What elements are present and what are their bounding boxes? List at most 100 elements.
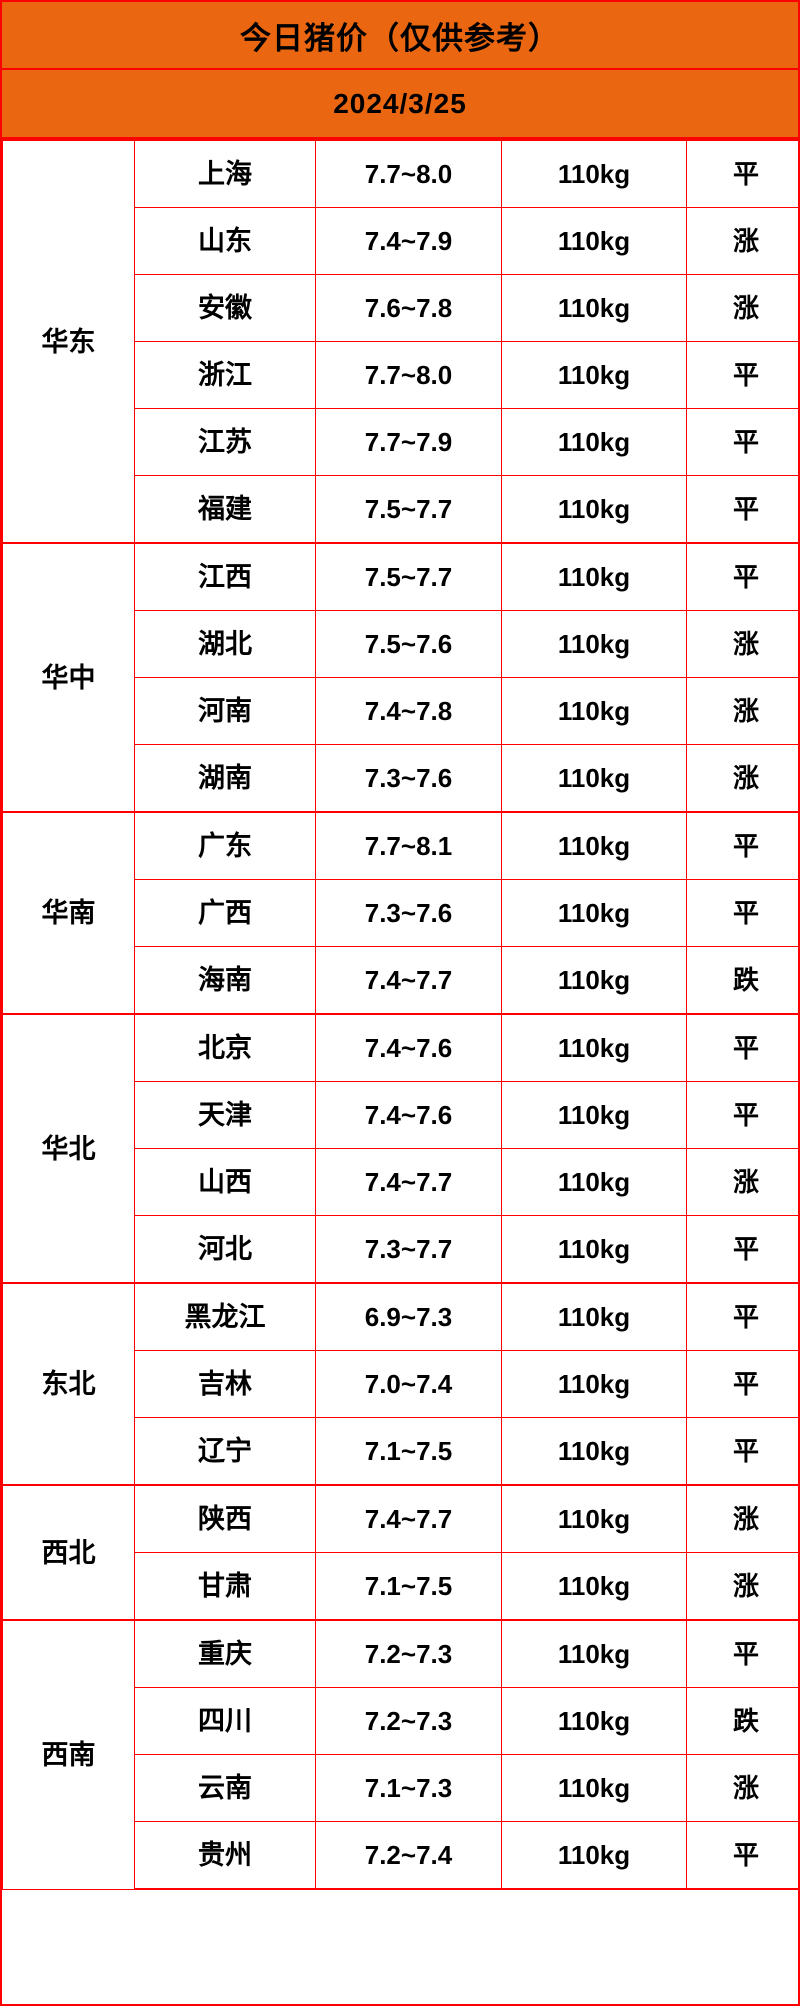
- price-cell: 7.4~7.6: [315, 1013, 502, 1082]
- region-cell: 西南: [2, 1619, 135, 1890]
- province-cell: 安徽: [134, 274, 316, 342]
- table-row: 安徽 7.6~7.8 110kg 涨: [3, 274, 798, 342]
- price-cell: 7.5~7.7: [315, 542, 502, 611]
- weight-cell: 110kg: [501, 542, 687, 611]
- trend-cell: 平: [686, 1282, 798, 1351]
- page-title: 今日猪价（仅供参考）: [2, 2, 798, 70]
- price-cell: 7.3~7.6: [315, 744, 502, 813]
- trend-cell: 涨: [686, 274, 798, 342]
- weight-cell: 110kg: [501, 1148, 687, 1216]
- weight-cell: 110kg: [501, 1552, 687, 1621]
- trend-cell: 平: [686, 879, 798, 947]
- province-cell: 广东: [134, 811, 316, 880]
- province-cell: 江西: [134, 542, 316, 611]
- trend-cell: 平: [686, 139, 798, 208]
- trend-cell: 平: [686, 1350, 798, 1418]
- price-cell: 7.2~7.3: [315, 1687, 502, 1755]
- price-table-body: 华东 上海 7.7~8.0 110kg 平山东 7.4~7.9 110kg 涨安徽 7.6~7.…: [2, 139, 798, 1890]
- table-row: 辽宁 7.1~7.5 110kg 平: [3, 1417, 798, 1486]
- table-row: 云南 7.1~7.3 110kg 涨: [3, 1754, 798, 1822]
- province-cell: 山西: [134, 1148, 316, 1216]
- trend-cell: 跌: [686, 946, 798, 1015]
- weight-cell: 110kg: [501, 1687, 687, 1755]
- trend-cell: 平: [686, 1619, 798, 1688]
- price-cell: 7.7~8.1: [315, 811, 502, 880]
- province-cell: 贵州: [134, 1821, 316, 1890]
- price-table: 华东 上海 7.7~8.0 110kg 平山东 7.4~7.9 110kg 涨安徽 7.6~7.…: [2, 139, 798, 1890]
- weight-cell: 110kg: [501, 744, 687, 813]
- weight-cell: 110kg: [501, 946, 687, 1015]
- report-date: 2024/3/25: [2, 70, 798, 139]
- weight-cell: 110kg: [501, 677, 687, 745]
- table-row: 浙江 7.7~8.0 110kg 平: [3, 341, 798, 409]
- weight-cell: 110kg: [501, 475, 687, 544]
- weight-cell: 110kg: [501, 1215, 687, 1284]
- trend-cell: 平: [686, 542, 798, 611]
- trend-cell: 平: [686, 811, 798, 880]
- region-cell: 华中: [2, 542, 135, 813]
- trend-cell: 平: [686, 475, 798, 544]
- province-cell: 辽宁: [134, 1417, 316, 1486]
- price-cell: 7.4~7.7: [315, 1148, 502, 1216]
- table-row: 天津 7.4~7.6 110kg 平: [3, 1081, 798, 1149]
- price-cell: 7.7~7.9: [315, 408, 502, 476]
- price-cell: 7.6~7.8: [315, 274, 502, 342]
- price-cell: 7.0~7.4: [315, 1350, 502, 1418]
- price-cell: 7.2~7.3: [315, 1619, 502, 1688]
- province-cell: 陕西: [134, 1484, 316, 1553]
- table-row: 甘肃 7.1~7.5 110kg 涨: [3, 1552, 798, 1621]
- province-cell: 河北: [134, 1215, 316, 1284]
- table-row: 西北 陕西 7.4~7.7 110kg 涨: [2, 1484, 798, 1621]
- trend-cell: 涨: [686, 610, 798, 678]
- price-cell: 7.4~7.9: [315, 207, 502, 275]
- trend-cell: 平: [686, 1013, 798, 1082]
- price-cell: 7.4~7.8: [315, 677, 502, 745]
- weight-cell: 110kg: [501, 879, 687, 947]
- table-row: 广西 7.3~7.6 110kg 平: [3, 879, 798, 947]
- region-cell: 华东: [2, 139, 135, 544]
- table-row: 华中 江西 7.5~7.7 110kg 平: [2, 542, 798, 813]
- province-cell: 福建: [134, 475, 316, 544]
- province-cell: 上海: [134, 139, 316, 208]
- weight-cell: 110kg: [501, 1081, 687, 1149]
- price-cell: 7.4~7.6: [315, 1081, 502, 1149]
- weight-cell: 110kg: [501, 1754, 687, 1822]
- price-cell: 7.7~8.0: [315, 341, 502, 409]
- trend-cell: 平: [686, 1821, 798, 1890]
- table-row: 河北 7.3~7.7 110kg 平: [3, 1215, 798, 1284]
- price-cell: 7.4~7.7: [315, 1484, 502, 1553]
- province-cell: 重庆: [134, 1619, 316, 1688]
- province-cell: 江苏: [134, 408, 316, 476]
- weight-cell: 110kg: [501, 274, 687, 342]
- table-row: 山西 7.4~7.7 110kg 涨: [3, 1148, 798, 1216]
- trend-cell: 平: [686, 1417, 798, 1486]
- price-cell: 7.1~7.5: [315, 1552, 502, 1621]
- weight-cell: 110kg: [501, 1282, 687, 1351]
- region-cell: 东北: [2, 1282, 135, 1486]
- province-cell: 河南: [134, 677, 316, 745]
- table-row: 华北 北京 7.4~7.6 110kg 平: [2, 1013, 798, 1284]
- weight-cell: 110kg: [501, 811, 687, 880]
- table-row: 河南 7.4~7.8 110kg 涨: [3, 677, 798, 745]
- province-cell: 天津: [134, 1081, 316, 1149]
- trend-cell: 涨: [686, 1552, 798, 1621]
- region-cell: 西北: [2, 1484, 135, 1621]
- table-row: 吉林 7.0~7.4 110kg 平: [3, 1350, 798, 1418]
- price-cell: 7.1~7.3: [315, 1754, 502, 1822]
- trend-cell: 平: [686, 341, 798, 409]
- table-row: 西南 重庆 7.2~7.3 110kg 平: [2, 1619, 798, 1890]
- trend-cell: 平: [686, 1215, 798, 1284]
- province-cell: 湖南: [134, 744, 316, 813]
- table-row: 华南 广东 7.7~8.1 110kg 平: [2, 811, 798, 1015]
- province-cell: 四川: [134, 1687, 316, 1755]
- weight-cell: 110kg: [501, 1350, 687, 1418]
- province-cell: 山东: [134, 207, 316, 275]
- weight-cell: 110kg: [501, 1484, 687, 1553]
- price-cell: 7.3~7.6: [315, 879, 502, 947]
- province-cell: 广西: [134, 879, 316, 947]
- table-row: 贵州 7.2~7.4 110kg 平: [3, 1821, 798, 1890]
- weight-cell: 110kg: [501, 139, 687, 208]
- trend-cell: 涨: [686, 1754, 798, 1822]
- weight-cell: 110kg: [501, 207, 687, 275]
- price-cell: 7.5~7.7: [315, 475, 502, 544]
